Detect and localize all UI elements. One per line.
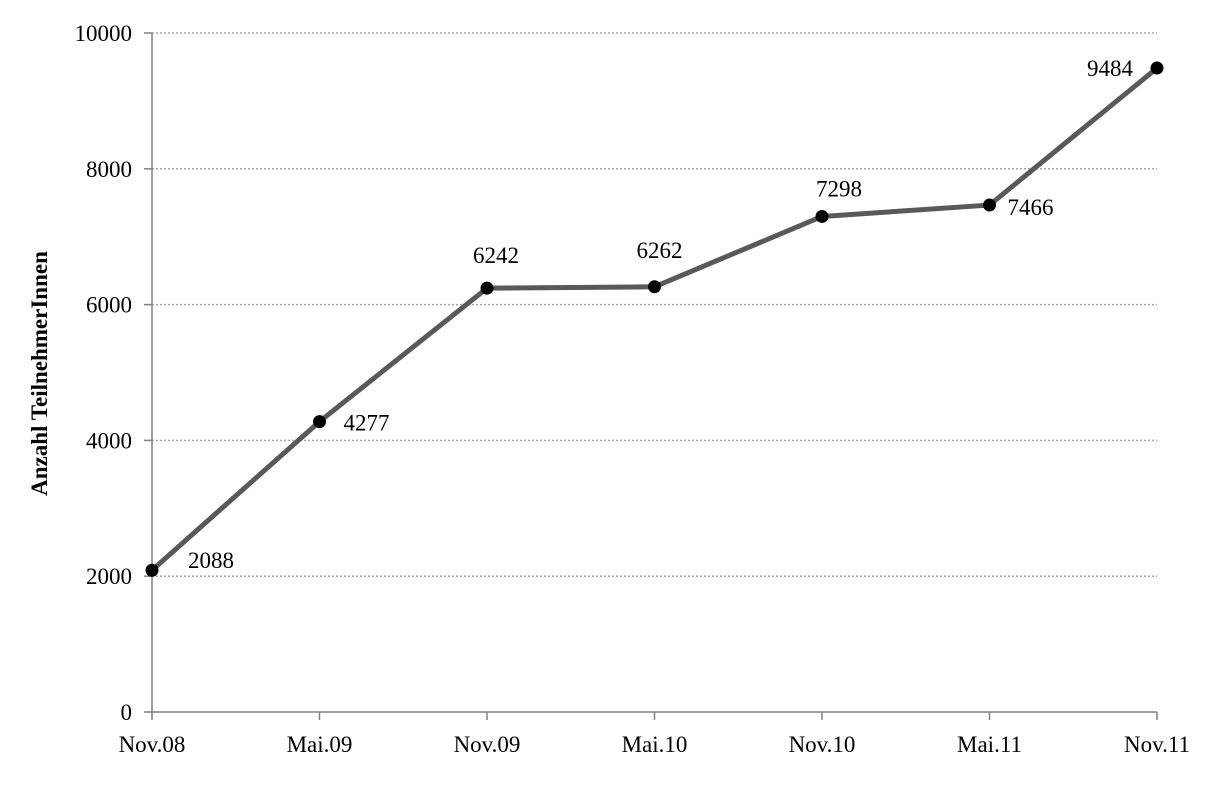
- series-line: [150, 66, 1159, 573]
- data-point-marker: [648, 280, 661, 294]
- y-tick-label: 10000: [75, 21, 133, 46]
- data-label: 4277: [344, 411, 390, 436]
- gridlines: [152, 32, 1157, 577]
- x-axis-ticks: Nov.08 Mai.09 Nov.09 Mai.10 Nov.10 Mai.11 Nov.…: [119, 712, 1190, 757]
- data-point-marker: [313, 415, 326, 429]
- data-label: 2088: [188, 548, 234, 573]
- markers: [145, 61, 1164, 577]
- x-tick-label: Nov.08: [119, 732, 186, 757]
- x-tick-label: Nov.11: [1124, 732, 1190, 757]
- data-point-marker: [983, 198, 996, 212]
- data-point-marker: [1150, 61, 1164, 75]
- y-tick-label: 8000: [86, 157, 132, 182]
- data-point-marker: [480, 281, 494, 295]
- data-label: 6262: [637, 238, 683, 263]
- x-tick-label: Mai.10: [622, 732, 688, 757]
- series-group: [150, 66, 1159, 573]
- x-tick-label: Mai.11: [957, 732, 1022, 757]
- y-tick-label: 2000: [86, 564, 132, 589]
- data-label: 7466: [1008, 195, 1054, 220]
- y-axis-ticks: 0 2000 4000 6000 8000 10000: [75, 21, 152, 725]
- data-label: 7298: [816, 176, 862, 201]
- y-tick-label: 6000: [86, 293, 132, 318]
- x-tick-label: Mai.09: [287, 732, 353, 757]
- data-label: 6242: [473, 243, 519, 268]
- x-tick-label: Nov.10: [789, 732, 856, 757]
- x-tick-label: Nov.09: [454, 732, 521, 757]
- data-labels: 2088 4277 6242 6262 7298 7466 9484: [188, 56, 1134, 573]
- y-axis-title: Anzahl TeilnehmerInnen: [27, 251, 52, 496]
- y-tick-label: 4000: [86, 428, 132, 453]
- y-tick-label: 0: [121, 700, 133, 725]
- data-point-marker: [145, 563, 159, 577]
- axes: [151, 33, 1157, 713]
- data-point-marker: [815, 209, 829, 223]
- data-label: 9484: [1087, 56, 1134, 81]
